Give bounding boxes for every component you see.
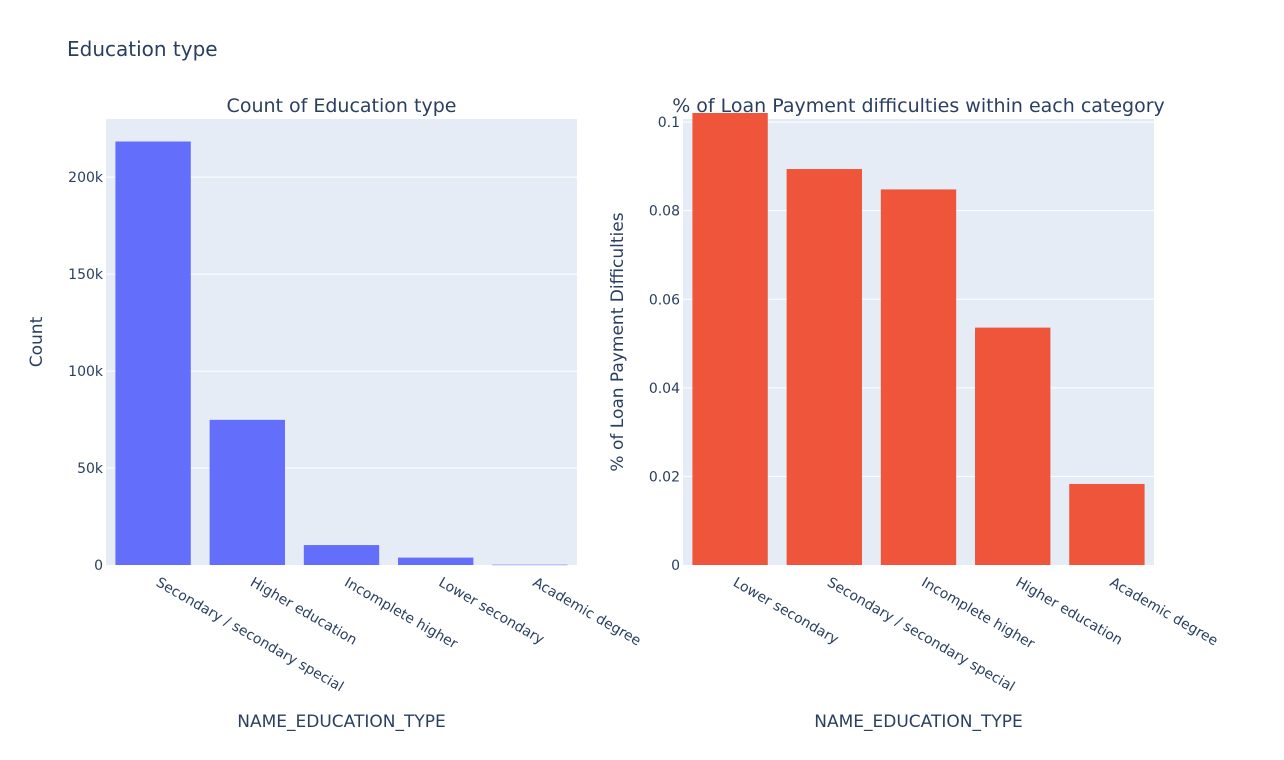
y-tick-label: 0.06 <box>649 292 680 308</box>
bar <box>975 327 1051 565</box>
bars <box>692 113 1145 565</box>
bar <box>786 169 862 565</box>
bar <box>398 557 474 565</box>
bar <box>1069 483 1145 565</box>
y-tick-labels: 0 50k 100k 150k 200k <box>68 170 104 574</box>
x-tick-label: Lower secondary <box>730 575 841 648</box>
bar <box>492 564 568 566</box>
subplot-title: Count of Education type <box>227 95 457 117</box>
x-tick-label: Academic degree <box>1107 575 1221 650</box>
bar <box>209 419 285 565</box>
bar <box>692 113 768 565</box>
bar <box>880 189 957 565</box>
figure-title: Education type <box>67 37 218 61</box>
y-tick-label: 0.04 <box>649 381 680 397</box>
subplot-title: % of Loan Payment difficulties within ea… <box>672 95 1165 117</box>
bar <box>303 545 380 565</box>
x-axis-title: NAME_EDUCATION_TYPE <box>814 712 1022 732</box>
x-tick-label: Academic degree <box>530 575 644 650</box>
y-tick-label: 0.02 <box>649 469 680 485</box>
y-tick-label: 0 <box>94 558 103 574</box>
y-axis-title: Count <box>27 316 47 367</box>
y-tick-labels: 0 0.02 0.04 0.06 0.08 0.1 <box>649 115 680 574</box>
y-tick-label: 150k <box>68 267 104 283</box>
x-tick-label: Secondary / secondary special <box>153 575 346 696</box>
bars <box>115 141 568 566</box>
bar <box>115 141 191 566</box>
y-axis-title: % of Loan Payment Difficulties <box>608 212 628 471</box>
y-tick-label: 50k <box>77 461 104 477</box>
y-tick-label: 0.1 <box>658 115 680 131</box>
x-axis-title: NAME_EDUCATION_TYPE <box>237 712 445 732</box>
chart-difficulty-panel: 0 0.02 0.04 0.06 0.08 0.1 Lower secondarySeco… <box>608 95 1220 732</box>
chart-count-panel: 0 50k 100k 150k 200k Secondary / secondary s… <box>27 95 643 732</box>
y-tick-label: 0.08 <box>649 204 680 220</box>
x-tick-label: Secondary / secondary special <box>824 575 1017 696</box>
y-tick-label: 0 <box>671 558 680 574</box>
y-tick-label: 200k <box>68 170 104 186</box>
y-tick-label: 100k <box>68 364 104 380</box>
